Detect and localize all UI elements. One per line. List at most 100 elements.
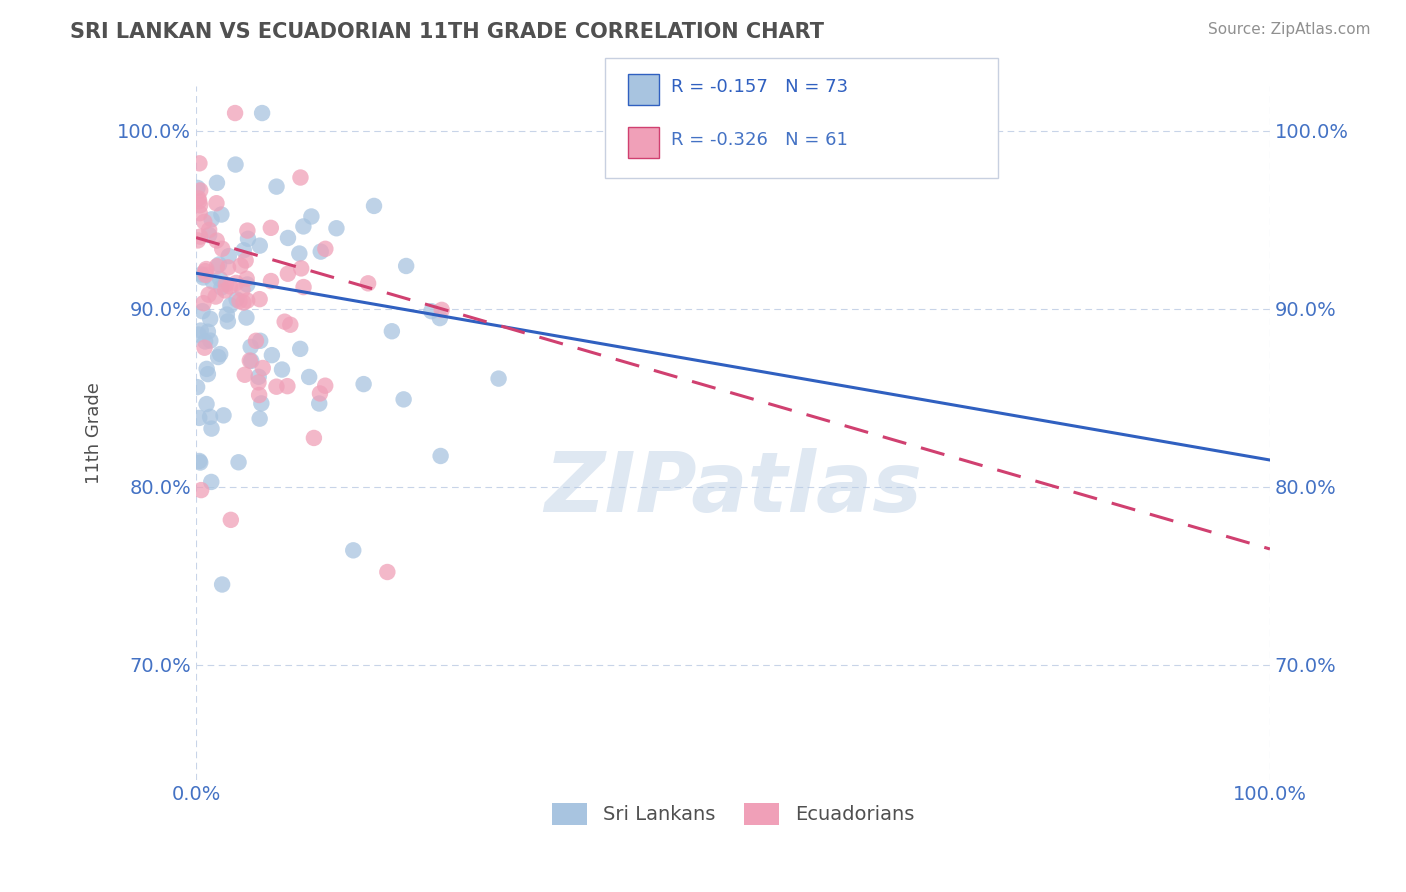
- Point: [228, 455, 250, 469]
- Point: [325, 221, 347, 235]
- Point: [188, 156, 211, 170]
- Point: [217, 314, 239, 328]
- Point: [247, 376, 270, 390]
- Point: [198, 409, 221, 424]
- Point: [249, 411, 271, 425]
- Text: R = -0.326   N = 61: R = -0.326 N = 61: [671, 131, 848, 149]
- Point: [314, 242, 336, 256]
- Point: [187, 191, 209, 205]
- Point: [198, 228, 221, 243]
- Point: [186, 380, 208, 394]
- Point: [225, 276, 247, 290]
- Point: [201, 275, 224, 289]
- Point: [429, 449, 451, 463]
- Point: [214, 284, 236, 298]
- Point: [314, 378, 336, 392]
- Text: R = -0.157   N = 73: R = -0.157 N = 73: [671, 78, 848, 96]
- Point: [260, 220, 283, 235]
- Point: [190, 324, 212, 338]
- Point: [219, 279, 242, 293]
- Point: [236, 232, 259, 246]
- Point: [219, 513, 242, 527]
- Point: [205, 234, 228, 248]
- Point: [392, 392, 415, 407]
- Text: Source: ZipAtlas.com: Source: ZipAtlas.com: [1208, 22, 1371, 37]
- Point: [193, 296, 215, 310]
- Point: [209, 208, 232, 222]
- Point: [211, 242, 233, 256]
- Point: [308, 396, 330, 410]
- Y-axis label: 11th Grade: 11th Grade: [86, 383, 103, 484]
- Point: [302, 431, 325, 445]
- Point: [271, 362, 294, 376]
- Point: [197, 367, 219, 381]
- Point: [193, 341, 215, 355]
- Point: [190, 483, 212, 497]
- Point: [229, 259, 252, 273]
- Point: [207, 350, 229, 364]
- Point: [204, 289, 226, 303]
- Point: [266, 380, 288, 394]
- Point: [188, 206, 211, 220]
- Point: [187, 234, 209, 248]
- Point: [218, 249, 240, 263]
- Point: [239, 340, 262, 354]
- Legend: Sri Lankans, Ecuadorians: Sri Lankans, Ecuadorians: [544, 795, 922, 833]
- Point: [290, 342, 312, 356]
- Point: [236, 277, 259, 292]
- Point: [247, 369, 270, 384]
- Point: [194, 264, 217, 278]
- Point: [235, 310, 257, 325]
- Point: [292, 280, 315, 294]
- Point: [215, 277, 238, 292]
- Point: [429, 311, 451, 326]
- Point: [225, 157, 247, 171]
- Point: [375, 565, 398, 579]
- Point: [363, 199, 385, 213]
- Point: [232, 283, 254, 297]
- Point: [193, 215, 215, 229]
- Point: [266, 179, 288, 194]
- Point: [250, 396, 273, 410]
- Point: [236, 293, 259, 308]
- Point: [209, 280, 232, 294]
- Point: [381, 324, 404, 338]
- Point: [188, 184, 211, 198]
- Point: [290, 261, 312, 276]
- Point: [292, 219, 315, 234]
- Point: [209, 347, 232, 361]
- Point: [187, 327, 209, 342]
- Point: [252, 361, 274, 376]
- Point: [205, 196, 228, 211]
- Point: [488, 371, 510, 385]
- Point: [273, 315, 295, 329]
- Point: [190, 268, 212, 282]
- Point: [188, 194, 211, 209]
- Point: [288, 246, 311, 260]
- Point: [200, 334, 222, 348]
- Point: [194, 268, 217, 282]
- Point: [249, 238, 271, 252]
- Point: [232, 244, 254, 258]
- Text: SRI LANKAN VS ECUADORIAN 11TH GRADE CORRELATION CHART: SRI LANKAN VS ECUADORIAN 11TH GRADE CORR…: [70, 22, 824, 42]
- Point: [233, 368, 256, 382]
- Point: [420, 304, 443, 318]
- Point: [260, 348, 283, 362]
- Point: [205, 176, 228, 190]
- Point: [235, 271, 257, 285]
- Point: [232, 295, 254, 310]
- Point: [430, 302, 453, 317]
- Point: [217, 260, 239, 275]
- Point: [188, 454, 211, 468]
- Point: [211, 577, 233, 591]
- Point: [249, 292, 271, 306]
- Point: [193, 270, 215, 285]
- Point: [236, 224, 259, 238]
- Point: [249, 334, 271, 348]
- Point: [209, 272, 232, 286]
- Point: [191, 304, 214, 318]
- Point: [208, 257, 231, 271]
- Point: [395, 259, 418, 273]
- Point: [357, 277, 380, 291]
- Point: [188, 411, 211, 425]
